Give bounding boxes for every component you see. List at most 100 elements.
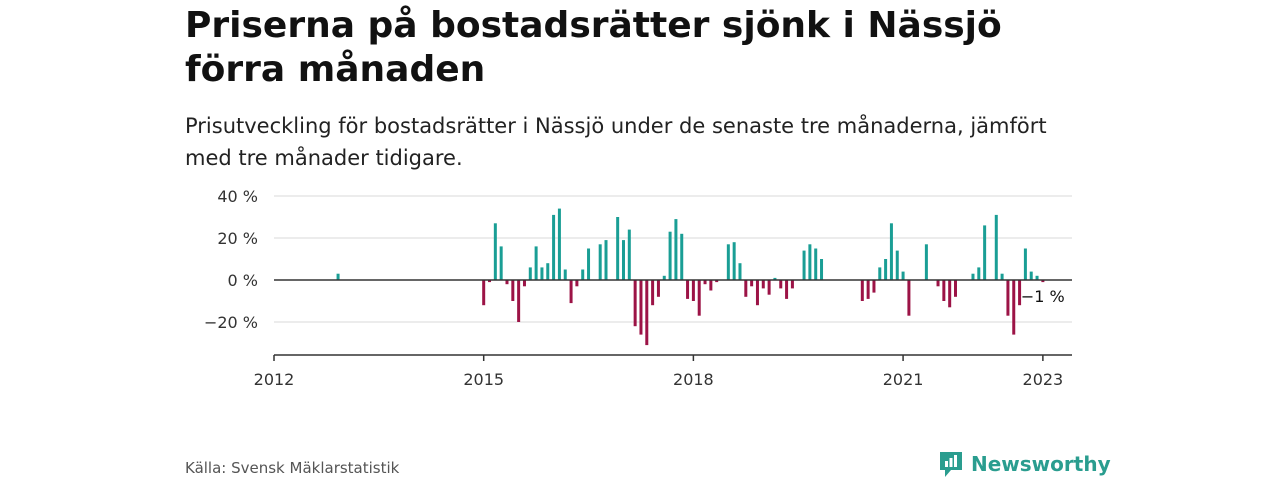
bar-positive [499,246,503,280]
bar-negative [872,280,876,293]
bar-positive [680,233,684,280]
bar-negative [639,280,643,335]
bar-negative [942,280,946,301]
latest-value-annotation: −1 % [1021,287,1065,306]
bar-positive [1035,275,1039,280]
bar-negative [575,280,579,287]
bar-negative [954,280,957,297]
bar-chart: 40 % 20 % 0 % −20 % 2012 2015 2018 2021 2023 −1 % [204,187,1072,389]
bar-negative [691,280,695,301]
bar-positive [994,214,998,280]
bar-negative [517,280,521,322]
bar-positive [1029,271,1033,280]
brand-logo[interactable]: Newsworthy [937,449,1111,479]
axes [273,279,1072,361]
bar-positive [878,267,882,280]
bar-positive [802,250,806,280]
bar-negative [790,280,794,289]
bar-positive [814,248,818,280]
bar-negative [750,280,754,287]
bar-positive [598,244,602,280]
bar-negative [1006,280,1010,316]
chart-title: Priserna på bostadsrätter sjönk i Nässjö… [185,5,1002,90]
bar-negative [645,280,649,346]
bar-negative [505,280,509,285]
bar-positive [534,246,538,280]
gridlines [274,195,1072,323]
bar-positive [820,259,824,280]
bars [336,208,1045,346]
bar-negative [1012,280,1016,335]
bar-positive [924,244,928,280]
y-tick-label: 20 % [217,229,258,248]
bar-positive [563,269,567,280]
bar-positive [668,231,672,280]
bar-positive [336,273,340,280]
bar-negative [767,280,771,295]
bar-positive [773,277,777,280]
bar-negative [866,280,870,299]
bar-negative [511,280,515,301]
bar-positive [983,225,987,280]
bar-positive [895,250,899,280]
bar-positive [552,214,556,280]
bar-positive [616,217,620,280]
bar-negative [755,280,759,306]
bar-negative [907,280,911,316]
bar-positive [540,267,544,280]
chart-subtitle: Prisutveckling för bostadsrätter i Nässj… [185,114,1047,170]
y-tick-label: −20 % [204,313,258,332]
bar-positive [587,248,591,280]
bar-negative [697,280,701,316]
bar-negative [633,280,637,327]
x-tick-label: 2021 [883,370,924,389]
bar-positive [557,208,561,280]
bar-negative [488,280,492,283]
bar-negative [656,280,660,297]
bar-negative [569,280,573,304]
bar-negative [703,280,707,285]
tick-labels: 40 % 20 % 0 % −20 % 2012 2015 2018 2021 2023 −1 % [204,187,1065,389]
bar-negative [715,280,719,283]
bar-negative [482,280,486,306]
bar-negative [860,280,864,301]
bar-negative [686,280,690,299]
bar-positive [627,229,631,280]
bar-positive [528,267,532,280]
bar-positive [604,240,608,280]
bar-positive [546,263,550,280]
bar-positive [493,223,497,280]
bar-positive [977,267,981,280]
bar-positive [901,271,905,280]
bar-negative [1018,280,1022,306]
x-tick-label: 2015 [463,370,504,389]
bar-negative [744,280,748,297]
bar-positive [1000,273,1004,280]
bar-positive [1023,248,1027,280]
bar-negative [779,280,783,289]
x-tick-label: 2018 [673,370,714,389]
bar-positive [971,273,975,280]
bar-positive [726,244,730,280]
bar-negative [761,280,765,289]
bar-positive [808,244,812,280]
bar-negative [936,280,940,287]
x-tick-label: 2012 [254,370,295,389]
bar-negative [709,280,713,291]
y-tick-label: 0 % [228,271,258,290]
brand-name: Newsworthy [971,452,1111,476]
bar-negative [651,280,655,306]
bar-positive [674,219,678,280]
y-tick-label: 40 % [217,187,258,206]
bar-positive [884,259,888,280]
source-note: Källa: Svensk Mäklarstatistik [185,459,400,477]
bar-positive [581,269,585,280]
bar-negative [522,280,526,287]
bar-positive [738,263,742,280]
bar-positive [662,275,666,280]
bar-negative [1041,280,1045,283]
bar-positive [732,242,736,280]
bar-positive [621,240,625,280]
x-tick-label: 2023 [1023,370,1064,389]
